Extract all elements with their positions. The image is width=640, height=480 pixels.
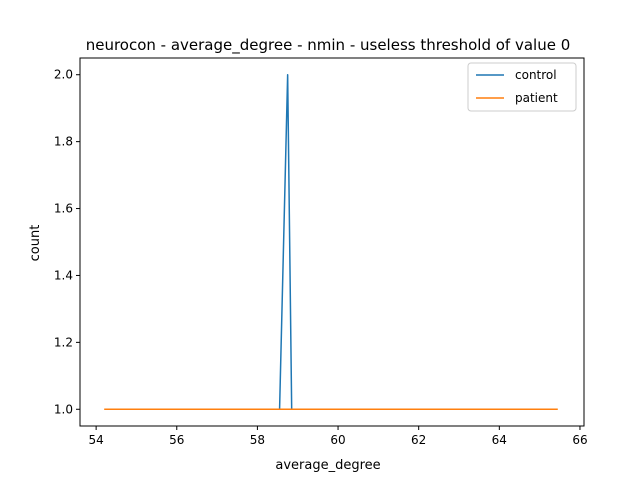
y-tick-label: 1.6 — [54, 202, 73, 216]
x-tick-label: 60 — [330, 433, 345, 447]
x-tick-label: 56 — [169, 433, 184, 447]
series-layer — [104, 73, 558, 411]
x-tick-label: 58 — [250, 433, 265, 447]
x-axis-label: average_degree — [275, 458, 380, 473]
x-tick-label: 66 — [572, 433, 587, 447]
y-tick-label: 1.0 — [54, 402, 73, 416]
axis-layer: 54 56 58 60 62 64 66 1.0 1.2 1.4 1.6 1.8 2.0 — [54, 57, 588, 447]
axes-frame — [79, 57, 585, 427]
y-axis-label: count — [28, 225, 43, 262]
y-tick-label: 2.0 — [54, 68, 73, 82]
chart-title: neurocon - average_degree - nmin - usele… — [86, 36, 571, 55]
y-tick-label: 1.8 — [54, 135, 73, 149]
x-tick-label: 62 — [411, 433, 426, 447]
y-tick-label: 1.4 — [54, 268, 73, 282]
plot-area: 54 56 58 60 62 64 66 1.0 1.2 1.4 1.6 1.8 2.0 — [54, 57, 588, 447]
x-tick-label: 64 — [492, 433, 507, 447]
legend-label-control: control — [515, 68, 557, 82]
x-tick-label: 54 — [88, 433, 103, 447]
legend: control patient — [467, 62, 577, 112]
y-tick-label: 1.2 — [54, 335, 73, 349]
legend-label-patient: patient — [515, 91, 558, 105]
